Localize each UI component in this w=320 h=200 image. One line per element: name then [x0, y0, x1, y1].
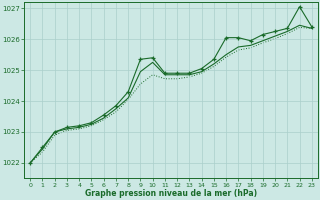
X-axis label: Graphe pression niveau de la mer (hPa): Graphe pression niveau de la mer (hPa)	[85, 189, 257, 198]
